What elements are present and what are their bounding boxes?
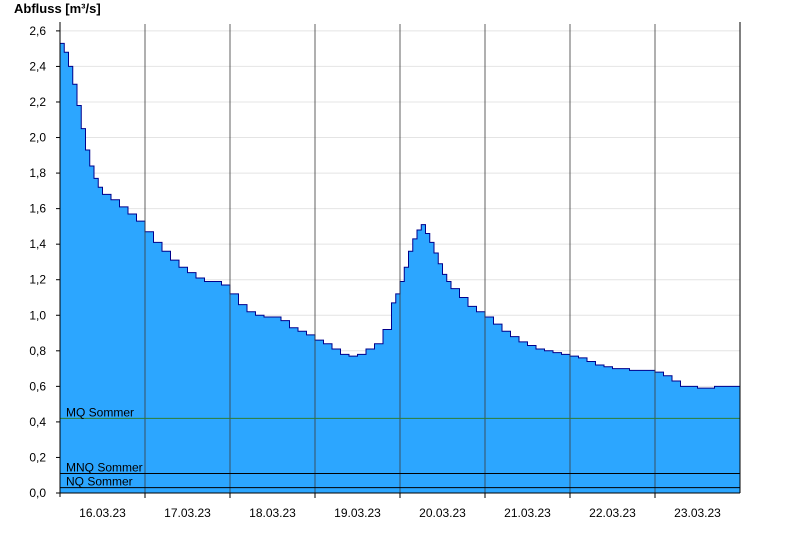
reference-label: NQ Sommer [66, 475, 133, 489]
y-tick-label: 2,6 [29, 24, 46, 38]
x-tick-label: 18.03.23 [249, 506, 296, 520]
x-tick-label: 23.03.23 [674, 506, 721, 520]
y-tick-label: 0,8 [29, 344, 46, 358]
y-tick-label: 2,0 [29, 131, 46, 145]
y-tick-label: 0,4 [29, 415, 46, 429]
y-axis-title: Abfluss [m³/s] [14, 1, 101, 16]
y-ticks: 0,0 0,2 0,4 0,6 0,8 1,0 1,2 1,4 1,6 1,8 2,0 2,2 2,4 2… [29, 24, 60, 500]
x-tick-label: 20.03.23 [419, 506, 466, 520]
y-tick-label: 0,2 [29, 450, 46, 464]
x-tick-label: 16.03.23 [79, 506, 126, 520]
x-ticks: 16.03.23 17.03.23 18.03.23 19.03.23 20.03.23… [79, 493, 721, 520]
y-tick-label: 1,6 [29, 202, 46, 216]
y-tick-label: 2,2 [29, 95, 46, 109]
y-tick-label: 2,4 [29, 59, 46, 73]
reference-label: MQ Sommer [66, 405, 134, 419]
y-tick-label: 1,0 [29, 308, 46, 322]
y-tick-label: 1,8 [29, 166, 46, 180]
y-tick-label: 1,4 [29, 237, 46, 251]
y-tick-label: 0,6 [29, 379, 46, 393]
x-tick-label: 17.03.23 [164, 506, 211, 520]
day-separator-lines [144, 24, 656, 493]
x-tick-label: 19.03.23 [334, 506, 381, 520]
axes [56, 22, 741, 497]
y-tick-label: 0,0 [29, 486, 46, 500]
x-tick-label: 21.03.23 [504, 506, 551, 520]
y-tick-label: 1,2 [29, 273, 46, 287]
x-tick-label: 22.03.23 [589, 506, 636, 520]
reference-label: MNQ Sommer [66, 460, 143, 474]
